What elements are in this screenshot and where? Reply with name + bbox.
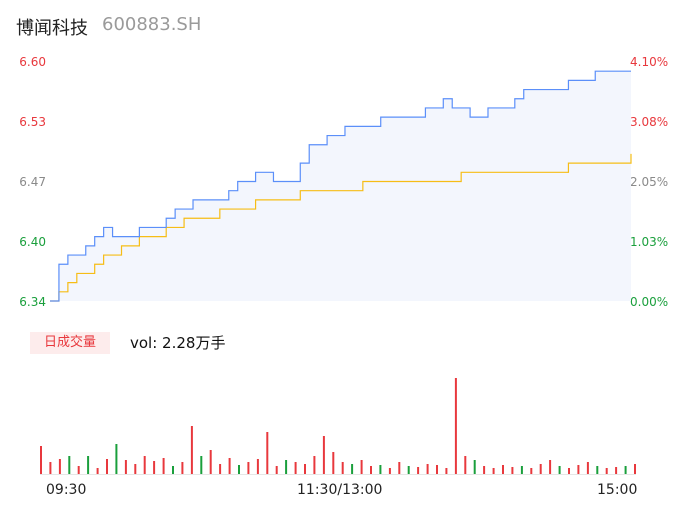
volume-bar: [134, 464, 137, 474]
time-tick-midday: 11:30/13:00: [297, 482, 383, 498]
price-tick: 6.34: [19, 295, 46, 309]
volume-bar: [511, 467, 514, 474]
volume-bar: [304, 464, 306, 474]
volume-bar: [417, 467, 420, 474]
volume-bar: [124, 460, 127, 474]
volume-bar: [426, 464, 429, 474]
pct-tick: 0.00%: [630, 295, 669, 309]
volume-bar: [445, 468, 448, 474]
volume-bar: [40, 446, 42, 474]
volume-bar: [341, 462, 344, 474]
volume-bar: [502, 465, 504, 474]
pct-tick: 1.03%: [630, 235, 669, 249]
volume-bar: [181, 462, 184, 474]
volume-tab[interactable]: 日成交量: [30, 332, 110, 354]
stock-name: 博闻科技: [16, 18, 88, 39]
volume-bar: [332, 452, 335, 474]
volume-bar: [615, 467, 618, 474]
volume-bar: [586, 462, 589, 474]
volume-bar: [624, 466, 627, 474]
volume-bar: [351, 464, 354, 474]
volume-bar: [153, 461, 156, 474]
volume-bar: [360, 460, 363, 474]
stock-code: 600883.SH: [102, 14, 202, 35]
volume-bar: [58, 459, 61, 474]
volume-bar: [454, 378, 457, 474]
volume-bar: [436, 465, 438, 474]
volume-bar: [68, 456, 71, 474]
volume-bar: [539, 464, 542, 474]
volume-bar: [256, 459, 259, 474]
volume-bar: [388, 468, 391, 474]
volume-bar: [106, 459, 108, 474]
volume-bar: [370, 466, 372, 474]
price-tick: 6.47: [19, 175, 46, 189]
volume-bar: [596, 466, 599, 474]
volume-bar: [492, 468, 495, 474]
volume-bar: [398, 462, 401, 474]
volume-bar: [200, 456, 203, 474]
price-tick: 6.53: [19, 115, 46, 129]
volume-bar: [115, 444, 118, 474]
volume-bar: [558, 466, 561, 474]
price-tick: 6.40: [19, 235, 46, 249]
volume-bar: [219, 464, 222, 474]
volume-bar: [209, 450, 212, 474]
volume-bar: [294, 462, 297, 474]
volume-bar: [266, 432, 269, 474]
volume-bar: [143, 456, 146, 474]
volume-bar: [464, 456, 467, 474]
volume-bar: [520, 466, 523, 474]
volume-bar: [473, 460, 476, 474]
volume-bar: [483, 466, 486, 474]
price-tick: 6.60: [19, 55, 46, 69]
pct-tick: 4.10%: [630, 55, 669, 69]
volume-bar: [247, 462, 250, 474]
volume-bar: [238, 465, 240, 474]
volume-bar: [87, 456, 90, 474]
volume-bar: [285, 460, 288, 474]
volume-bar: [77, 466, 80, 474]
volume-bar: [577, 465, 580, 474]
volume-bar: [313, 456, 316, 474]
volume-bar: [275, 466, 278, 474]
time-tick-close: 15:00: [597, 482, 638, 498]
pct-tick: 3.08%: [630, 115, 669, 129]
volume-bar: [49, 462, 52, 474]
volume-bar: [228, 458, 231, 474]
volume-bar: [162, 458, 165, 474]
price-area-fill: [50, 71, 631, 301]
price-line: [50, 70, 631, 302]
volume-bar: [379, 465, 382, 474]
volume-bar: [568, 468, 570, 474]
time-tick-open: 09:30: [46, 482, 87, 498]
volume-bar: [530, 468, 533, 474]
average-price-line: [50, 153, 632, 302]
volume-bar: [190, 426, 193, 474]
volume-bar: [322, 436, 325, 474]
volume-bar: [634, 464, 636, 474]
volume-summary: vol: 2.28万手: [130, 334, 226, 352]
volume-bar: [605, 468, 608, 474]
volume-bar: [407, 466, 410, 474]
pct-tick: 2.05%: [630, 175, 669, 189]
volume-bar: [96, 468, 99, 474]
volume-bar: [549, 460, 552, 474]
volume-bar: [172, 466, 174, 474]
